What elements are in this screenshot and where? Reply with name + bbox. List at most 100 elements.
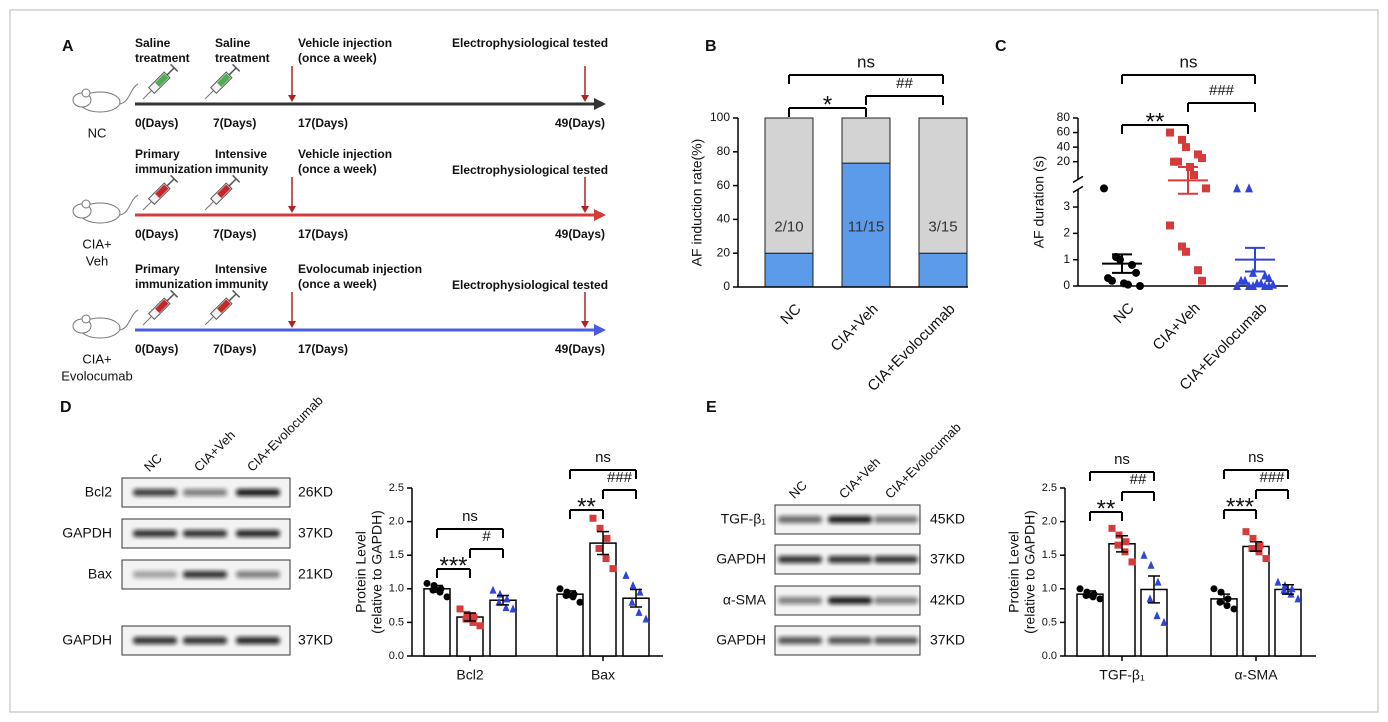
data-point [462, 615, 470, 623]
data-point [1216, 598, 1224, 606]
data-point [1230, 605, 1238, 613]
blot-band [828, 637, 872, 644]
data-point [1274, 577, 1282, 586]
panel-letter: E [706, 399, 717, 416]
error-bar [431, 584, 443, 593]
significance-label: ns [1248, 449, 1264, 466]
syringe-plunger [166, 293, 175, 302]
mouse-ear [81, 88, 91, 98]
data-point [1224, 595, 1232, 603]
blot-size-label: 42KD [930, 592, 965, 608]
syringe-liquid [217, 299, 231, 313]
data-point [1241, 275, 1249, 285]
blot-band [828, 597, 872, 604]
step-label: Electrophysiological tested [452, 163, 608, 177]
y-tick-label: 0 [723, 279, 730, 293]
data-point [1076, 585, 1084, 593]
blot-row-label: GAPDH [716, 632, 766, 648]
day-label: 7(Days) [213, 116, 256, 130]
blot-row-label: TGF-β₁ [721, 511, 767, 527]
group-label: CIA+ [82, 351, 111, 366]
syringe [204, 174, 241, 211]
error-bar [1178, 166, 1198, 195]
syringe-liquid [155, 73, 169, 87]
error-bar [630, 588, 642, 608]
error-bar [597, 530, 609, 556]
mouse-ear [81, 199, 91, 209]
data-point [443, 593, 451, 601]
bar-segment [841, 117, 891, 164]
blot-row-label: GAPDH [62, 525, 112, 541]
day-label: 0(Days) [135, 342, 178, 356]
y-tick-label: 1 [1063, 252, 1070, 266]
blot-size-label: 37KD [298, 632, 333, 648]
data-point [1182, 247, 1190, 256]
blot-row-label: Bcl2 [85, 484, 112, 500]
event-arrowhead [581, 206, 589, 213]
data-point [609, 565, 617, 573]
data-point [1261, 270, 1269, 280]
data-point [1256, 541, 1264, 549]
y-tick-label: 100 [710, 110, 730, 124]
y-tick-label: 80 [1057, 110, 1071, 124]
step-label: (once a week) [298, 51, 377, 65]
bar-label: 11/15 [848, 218, 884, 235]
step-label: Intensive [215, 147, 267, 161]
bar-segment [918, 252, 968, 288]
syringe-needle [142, 201, 152, 211]
blot-band [133, 571, 177, 578]
y-tick-label: 2.5 [1042, 482, 1057, 494]
syringe-handle [232, 174, 241, 183]
syringe [142, 174, 179, 211]
blot-band [183, 637, 227, 644]
data-point [1265, 281, 1273, 290]
syringe-liquid [217, 73, 231, 87]
group-label: Evolocumab [61, 368, 133, 383]
event-arrowhead [288, 95, 296, 102]
data-point [1190, 171, 1198, 180]
syringe [142, 63, 179, 100]
blot-band [778, 556, 822, 563]
significance-label: ns [857, 52, 875, 71]
day-label: 49(Days) [555, 116, 605, 130]
data-point [495, 597, 503, 606]
error-bar [1218, 593, 1230, 605]
blot-band [874, 556, 918, 563]
blot-band [236, 530, 280, 537]
significance-label: ### [1259, 469, 1285, 486]
data-point [636, 587, 644, 596]
event-arrowhead [581, 95, 589, 102]
data-point [1146, 594, 1154, 603]
x-tick-label: α-SMA [1234, 667, 1278, 683]
x-tick-label: TGF-β₁ [1099, 667, 1145, 683]
blot-size-label: 45KD [930, 511, 965, 527]
data-point [1100, 184, 1108, 193]
syringe-liquid [155, 184, 169, 198]
syringe-plunger [228, 178, 237, 187]
significance-label: ns [1114, 451, 1130, 468]
x-tick-label: Bcl2 [456, 667, 483, 683]
timeline-arrowhead [594, 324, 606, 336]
data-point [1249, 534, 1257, 542]
y-tick-label: 0.0 [1042, 650, 1057, 662]
y-tick-label: 2.0 [1042, 516, 1057, 528]
error-bar [497, 594, 509, 606]
step-label: immunity [215, 277, 269, 291]
x-tick-label: Bax [591, 667, 615, 683]
bar-label: 2/10 [774, 218, 803, 235]
blot-band [828, 556, 872, 563]
y-tick-label: 3 [1063, 199, 1070, 213]
data-point [1108, 276, 1116, 285]
y-tick-label: 0 [1063, 278, 1070, 292]
blot-row-label: GAPDH [62, 632, 112, 648]
blot-row-label: GAPDH [716, 551, 766, 567]
timeline-arrowhead [594, 98, 606, 110]
bar-label: 3/15 [928, 218, 957, 235]
y-tick-label: 2.0 [389, 516, 404, 528]
data-point [1249, 281, 1257, 290]
y-tick-label: 1.0 [389, 583, 404, 595]
blot-size-label: 37KD [298, 525, 333, 541]
event-arrowhead [581, 321, 589, 328]
blot-size-label: 26KD [298, 484, 333, 500]
